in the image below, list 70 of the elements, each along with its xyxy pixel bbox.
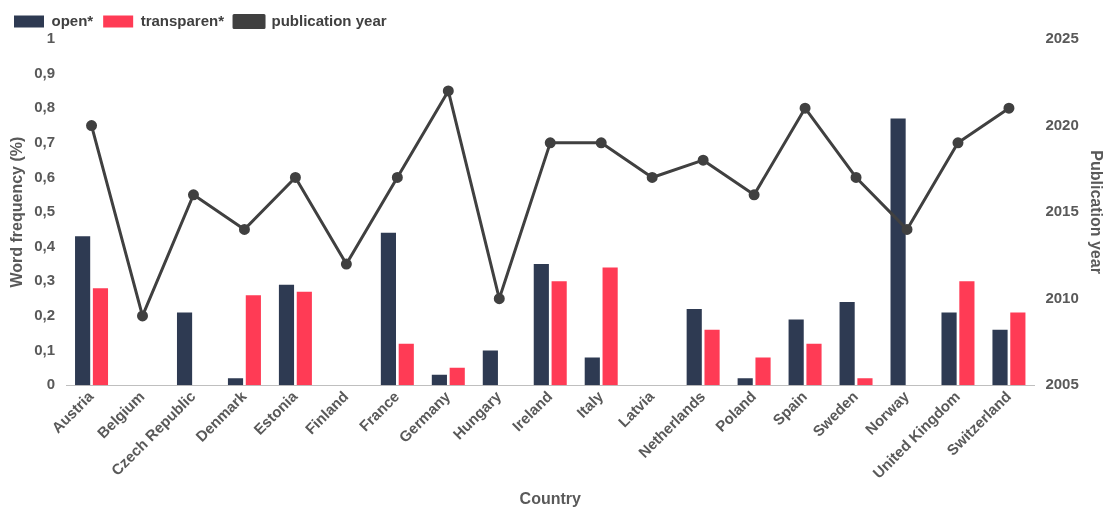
bar [602, 267, 618, 386]
bar [959, 281, 975, 386]
bar [704, 329, 720, 386]
bar [839, 302, 855, 386]
point [493, 293, 505, 305]
bar [1010, 312, 1026, 386]
y-tick-label: 0,7 [34, 132, 56, 150]
point [187, 189, 199, 201]
point [1003, 102, 1015, 114]
y2-tick-label: 2025 [1045, 29, 1079, 47]
y-tick-label: 0,5 [34, 202, 56, 220]
y-tick-label: 0,8 [34, 98, 56, 116]
bar [737, 378, 753, 386]
bar [176, 312, 193, 386]
bar [75, 236, 91, 386]
y-tick-label: 0 [46, 375, 56, 393]
y-tick-label: 1 [46, 29, 56, 47]
bar [398, 343, 414, 386]
bar [482, 350, 498, 386]
point [137, 310, 148, 322]
y2-tick-label: 2015 [1045, 202, 1079, 220]
point [850, 171, 862, 183]
point [748, 189, 760, 201]
y-axis-title: Word frequency (%) [8, 136, 26, 288]
bar [584, 357, 600, 386]
y-tick-label: 0,2 [34, 306, 56, 324]
y-tick-label: 0,6 [34, 167, 56, 185]
bar [992, 329, 1008, 386]
point [697, 154, 709, 166]
bar [755, 357, 771, 386]
y-tick-label: 0,3 [34, 271, 56, 289]
point [952, 137, 964, 149]
bar [857, 378, 873, 386]
y-tick-label: 0,9 [34, 63, 56, 81]
point [442, 85, 454, 97]
bar [788, 319, 804, 386]
x-axis-title: Country [519, 489, 582, 507]
point [238, 223, 250, 235]
bar [686, 309, 702, 386]
y2-tick-label: 2005 [1045, 375, 1079, 393]
bar [296, 291, 312, 386]
bar [551, 281, 567, 386]
y-tick-label: 0,4 [34, 236, 56, 254]
bar [449, 367, 465, 386]
point [799, 102, 811, 114]
legend-label: transparen* [140, 11, 225, 29]
point [595, 137, 607, 149]
bar [245, 295, 261, 386]
legend-label: open* [51, 11, 94, 29]
point [646, 171, 658, 183]
y2-tick-label: 2010 [1045, 288, 1079, 306]
point [901, 223, 913, 235]
point [340, 258, 352, 270]
point [391, 171, 403, 183]
point [86, 120, 98, 132]
y2-axis-title: Publication year [1087, 150, 1105, 274]
bar [431, 374, 447, 386]
bar [227, 378, 244, 386]
y-tick-label: 0,1 [34, 340, 56, 358]
legend-label: publication year [271, 11, 387, 29]
bar [278, 284, 295, 386]
y2-tick-label: 2020 [1045, 115, 1079, 133]
bar [92, 288, 109, 386]
point [544, 137, 556, 149]
bar [533, 264, 549, 386]
point [289, 171, 301, 183]
bar [890, 118, 906, 386]
bar [806, 343, 822, 386]
bar [380, 232, 396, 386]
bar [941, 312, 957, 386]
